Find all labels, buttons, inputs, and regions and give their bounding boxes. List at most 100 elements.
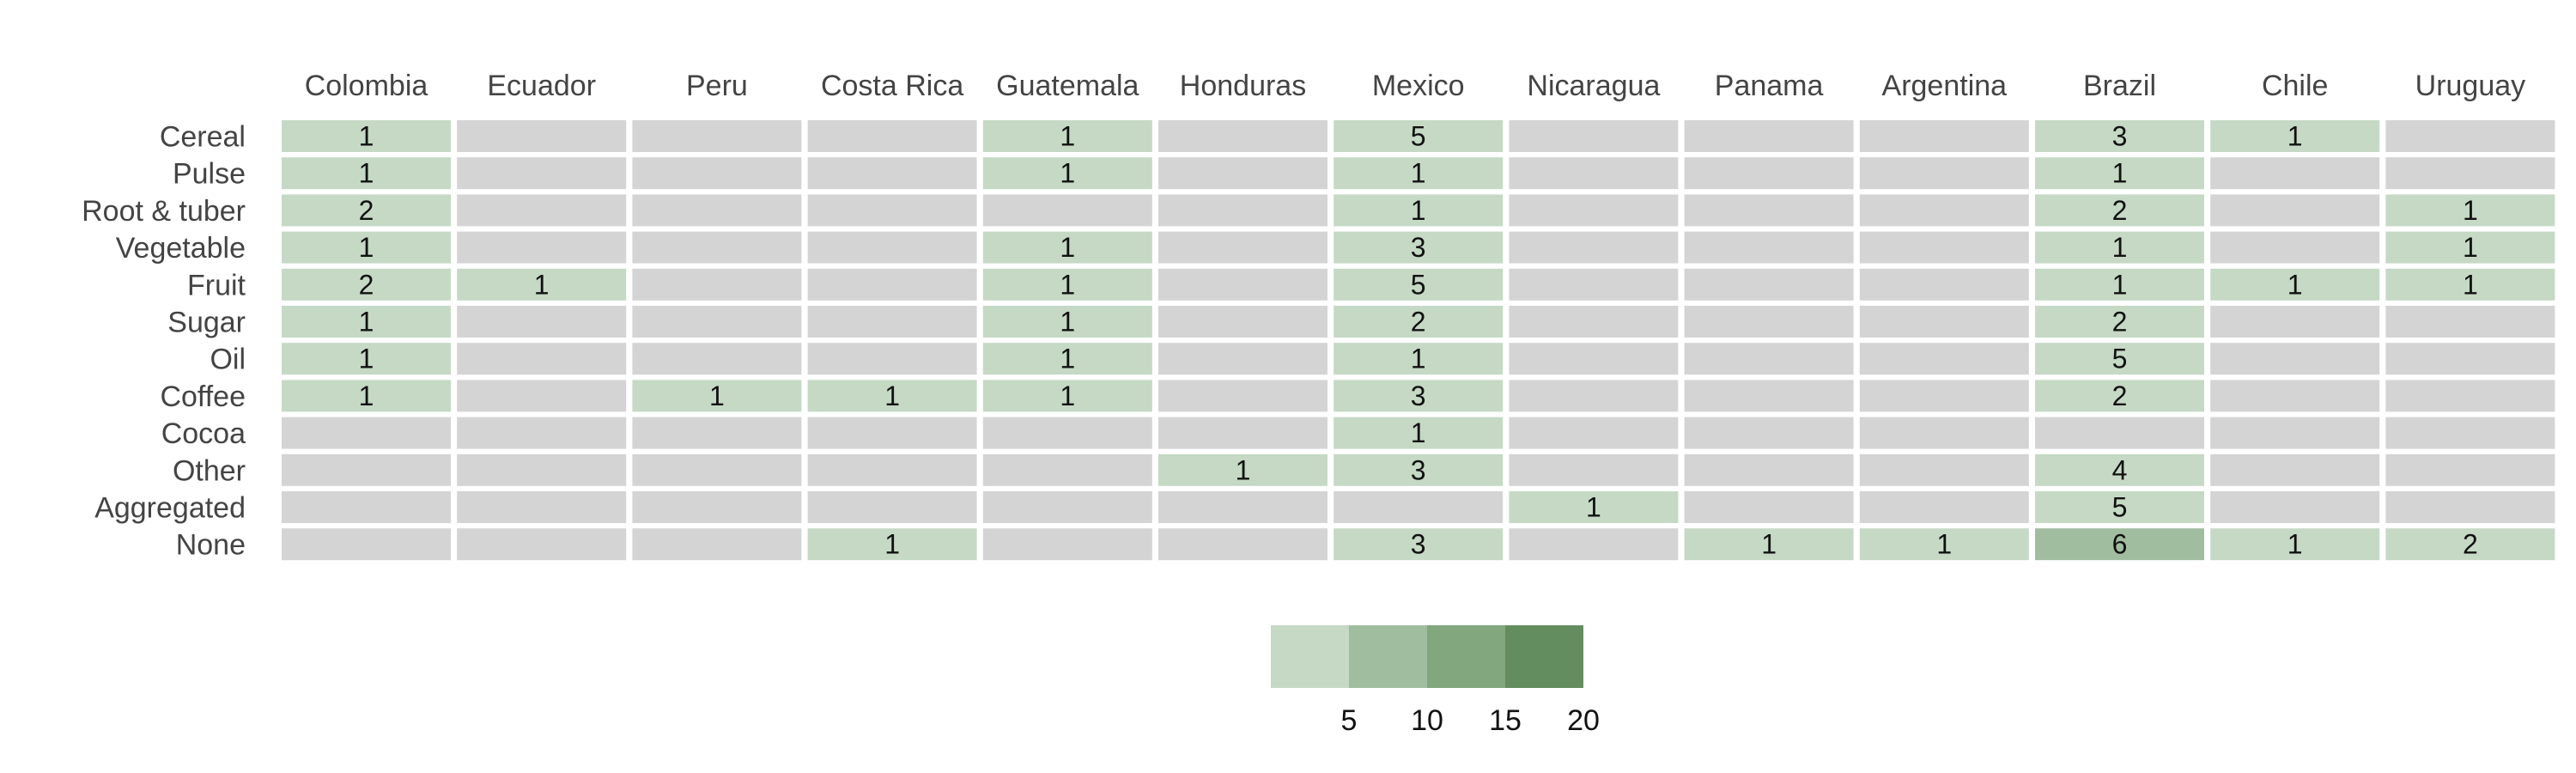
legend-color-swatch (1349, 625, 1427, 688)
heatmap-cell (2035, 157, 2204, 190)
heatmap-cell (632, 453, 802, 486)
cell-value-label: 3 (1411, 529, 1426, 560)
cell-value-label: 2 (359, 269, 374, 300)
cell-value-label: 1 (709, 380, 725, 411)
heatmap-cell (1684, 157, 1854, 190)
cell-value-label: 5 (2112, 492, 2128, 523)
heatmap-cell (1859, 343, 2029, 375)
heatmap-cell (632, 528, 802, 561)
heatmap-cell (1334, 268, 1504, 301)
cell-value-label: 1 (884, 529, 900, 560)
cell-value-label: 4 (2112, 454, 2128, 485)
heatmap-cell (457, 491, 627, 523)
column-labels: Colombia Ecuador Peru Costa Rica Guatemala Ho… (305, 70, 2525, 102)
heatmap-cell (807, 306, 977, 338)
heatmap-cell (2385, 453, 2555, 486)
heatmap-cell (1684, 306, 1854, 338)
cell-value-label: 5 (1411, 269, 1426, 300)
cell-value-label: 5 (1411, 121, 1426, 152)
heatmap-cell (982, 157, 1152, 190)
heatmap-cell (1158, 453, 1327, 486)
heatmap-cell (282, 120, 451, 152)
column-label-costa-rica: Costa Rica (821, 70, 963, 102)
column-label-colombia: Colombia (305, 70, 428, 102)
cell-value-label: 1 (1586, 492, 1601, 523)
heatmap-cell (2210, 380, 2380, 412)
heatmap-cell (1334, 194, 1504, 227)
heatmap-cell (1334, 491, 1504, 523)
cell-value-label: 2 (2112, 195, 2128, 226)
heatmap-cell (457, 231, 627, 264)
heatmap-cell (2035, 231, 2204, 264)
heatmap-cell (2035, 268, 2204, 301)
heatmap-cell (2385, 491, 2555, 523)
cell-value-label: 1 (2287, 529, 2303, 560)
heatmap-cell (282, 306, 451, 338)
heatmap-cell (2385, 268, 2555, 301)
heatmap-cell (807, 157, 977, 190)
cell-value-label: 1 (1761, 529, 1777, 560)
heatmap-cell (2210, 157, 2380, 190)
row-label-aggregated: Aggregated (94, 492, 246, 525)
heatmap-cell (1684, 343, 1854, 375)
heatmap-cell (1859, 231, 2029, 264)
cell-value-label: 1 (884, 380, 900, 411)
row-label-other: Other (173, 454, 246, 487)
heatmap-cell (1509, 120, 1679, 152)
heatmap-cell (282, 157, 451, 190)
heatmap-cell (1334, 157, 1504, 190)
heatmap-cell (632, 194, 802, 227)
heatmap-cell (282, 231, 451, 264)
heatmap-cell (2385, 380, 2555, 412)
legend-tick-label: 5 (1341, 704, 1358, 737)
heatmap-cell (1158, 306, 1327, 338)
heatmap-cell (2210, 194, 2380, 227)
cell-value-label: 2 (2463, 529, 2478, 560)
heatmap-cell (2385, 157, 2555, 190)
row-label-fruit: Fruit (187, 269, 246, 301)
cell-value-label: 1 (2112, 269, 2128, 300)
heatmap-cell (807, 231, 977, 264)
cell-value-label: 1 (2463, 232, 2478, 263)
heatmap-cell (1684, 268, 1854, 301)
heatmap-cell (1509, 343, 1679, 375)
heatmap-cell (457, 453, 627, 486)
heatmap-cell (982, 194, 1152, 227)
row-label-none: None (176, 529, 246, 562)
heatmap-cell (2035, 528, 2204, 561)
heatmap-cell (1859, 453, 2029, 486)
heatmap-cell (2035, 453, 2204, 486)
cell-value-label: 1 (1060, 121, 1075, 152)
heatmap-cell (2210, 231, 2380, 264)
heatmap-cell (282, 380, 451, 412)
heatmap-cell (1334, 380, 1504, 412)
heatmap-cell (2385, 528, 2555, 561)
heatmap-cell (632, 491, 802, 523)
column-label-mexico: Mexico (1372, 70, 1465, 102)
heatmap-cell (2385, 343, 2555, 375)
heatmap-cell (282, 453, 451, 486)
heatmap-cell (807, 453, 977, 486)
heatmap-cell (457, 528, 627, 561)
heatmap-cell (1509, 157, 1679, 190)
cell-value-label: 1 (1060, 307, 1075, 338)
column-label-chile: Chile (2262, 70, 2328, 102)
heatmap-cell (282, 491, 451, 523)
heatmap-cell (282, 194, 451, 227)
legend-tick-label: 10 (1411, 704, 1443, 737)
row-label-cocoa: Cocoa (161, 417, 246, 450)
heatmap-cell (632, 157, 802, 190)
heatmap-cell (982, 268, 1152, 301)
heatmap-cell (1509, 306, 1679, 338)
cell-value-label: 1 (1060, 269, 1075, 300)
cell-value-label: 6 (2112, 529, 2128, 560)
heatmap-cell (982, 380, 1152, 412)
cell-value-label: 1 (1411, 195, 1426, 226)
cell-value-label: 1 (359, 121, 374, 152)
cell-value-label: 1 (2112, 158, 2128, 189)
cell-value-label: 3 (1411, 380, 1426, 411)
heatmap-cell (1334, 306, 1504, 338)
cell-value-label: 1 (1236, 454, 1251, 485)
cell-value-label: 1 (1060, 380, 1075, 411)
heatmap-cell (1509, 194, 1679, 227)
